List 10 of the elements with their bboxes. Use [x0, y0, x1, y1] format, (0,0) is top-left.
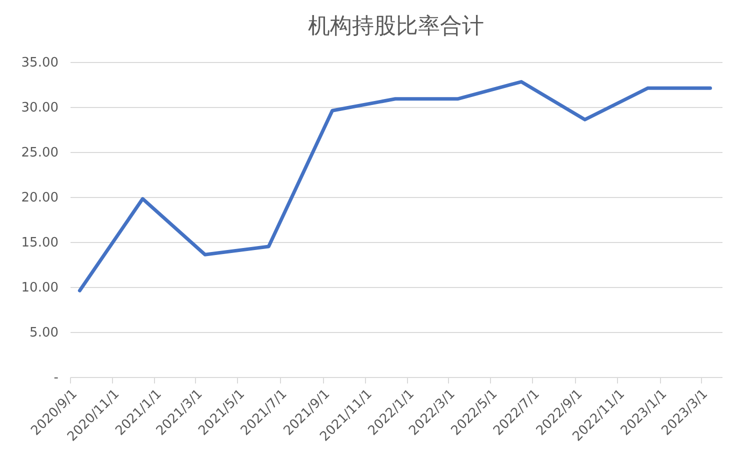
line-series: [78, 80, 712, 292]
y-tick-label: 35.00: [21, 56, 58, 70]
y-tick-label: 10.00: [21, 280, 58, 296]
y-tick-label: 20.00: [21, 190, 58, 206]
chart-title: 机构持股比率合计: [308, 14, 484, 39]
y-tick-label: 30.00: [21, 100, 58, 116]
y-tick-label: 25.00: [21, 146, 58, 160]
y-tick-label: -: [54, 370, 59, 386]
y-tick-label: 5.00: [30, 326, 58, 340]
y-tick-label: 15.00: [21, 236, 58, 250]
